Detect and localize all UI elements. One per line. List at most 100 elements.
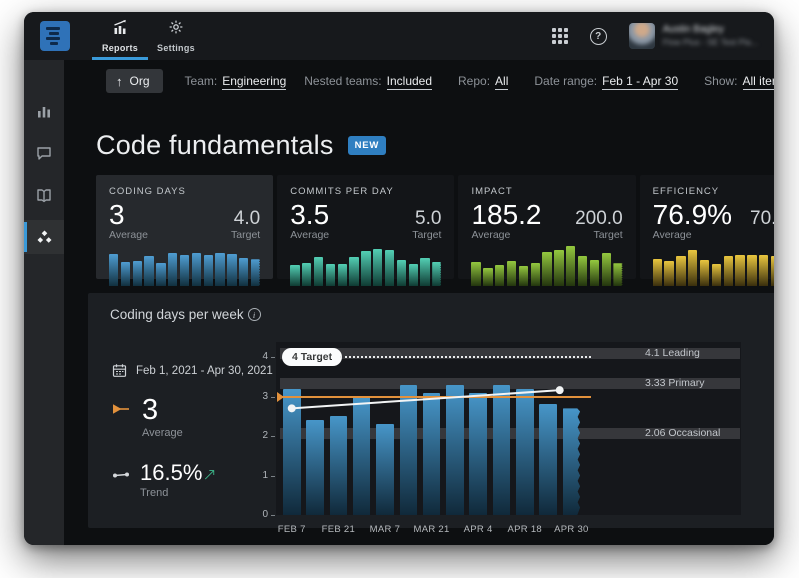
target-dotted-line	[340, 356, 591, 358]
info-icon[interactable]: i	[248, 308, 261, 321]
spark-bar	[338, 264, 347, 286]
filter-nested-value[interactable]: Included	[387, 74, 432, 90]
chart-average-label: Average	[142, 427, 183, 439]
spark-bar	[676, 256, 685, 286]
sidebar-item-docs[interactable]	[24, 178, 64, 212]
bar-chart-icon	[36, 103, 52, 119]
spark-bar	[397, 260, 406, 286]
spark-bar	[314, 257, 323, 286]
average-line	[280, 396, 591, 398]
card-target-value: 5.0	[415, 208, 441, 230]
threshold-band-label: 3.33 Primary	[645, 378, 705, 389]
x-axis-label: APR 4	[464, 524, 493, 535]
filter-date-label: Date range:	[534, 74, 597, 88]
chart-bar[interactable]	[283, 389, 301, 515]
x-axis-label: MAR 7	[370, 524, 401, 535]
tab-reports[interactable]: Reports	[92, 12, 148, 60]
metric-card-impact[interactable]: IMPACT 185.2200.0 AverageTarget	[458, 175, 635, 279]
apps-grid-icon[interactable]	[552, 28, 568, 44]
user-menu[interactable]: Austin Bagley Flow Plus - SE Test Pla...	[629, 23, 758, 49]
x-axis-label: FEB 7	[278, 524, 306, 535]
metric-card-commits-per-day[interactable]: COMMITS PER DAY 3.55.0 AverageTarget	[277, 175, 454, 279]
chart-average-block: 3 Average	[112, 395, 183, 439]
metric-card-efficiency[interactable]: EFFICIENCY 76.9%70.0% AverageTarget	[640, 175, 774, 279]
spark-bar	[602, 253, 611, 286]
filter-show-value[interactable]: All items shown	[743, 74, 774, 90]
spark-bar	[302, 263, 311, 286]
filter-show: Show: All items shown	[704, 74, 774, 88]
spark-bar	[507, 261, 516, 286]
flow-logo[interactable]	[40, 21, 70, 51]
filter-nested-teams: Nested teams: Included	[304, 74, 432, 88]
chart-bar[interactable]	[469, 393, 487, 515]
spark-bar	[361, 251, 370, 286]
chart-bar[interactable]	[353, 397, 371, 516]
average-line-marker	[277, 392, 284, 402]
trend-up-arrow: ↗	[202, 465, 216, 484]
main-content: ↑ Org Team:Engineering Nested teams: Incl…	[64, 60, 774, 545]
spark-bar	[251, 259, 260, 286]
top-bar: Reports Settings ? Austin Bagley Flow Pl…	[24, 12, 774, 60]
tab-settings[interactable]: Settings	[148, 12, 204, 60]
card-title: EFFICIENCY	[653, 186, 774, 197]
sparkline-efficiency	[653, 246, 774, 286]
filter-team: Team:Engineering	[185, 74, 287, 88]
y-axis-tick	[271, 476, 275, 477]
chart-bar[interactable]	[376, 424, 394, 515]
y-axis-tick	[271, 515, 275, 516]
header-actions: ? Austin Bagley Flow Plus - SE Test Pla.…	[552, 23, 758, 49]
threshold-band-label: 2.06 Occasional	[645, 428, 720, 439]
app-window: Reports Settings ? Austin Bagley Flow Pl…	[24, 12, 774, 545]
card-target-label: Target	[412, 229, 441, 241]
spark-bar	[542, 252, 551, 286]
chart-bar[interactable]	[306, 420, 324, 515]
card-average-value: 185.2	[471, 199, 541, 231]
spark-bar	[180, 255, 189, 286]
gear-icon	[168, 19, 184, 40]
spark-bar	[349, 257, 358, 286]
filter-date-range: Date range: Feb 1 - Apr 30	[534, 74, 678, 88]
help-icon[interactable]: ?	[590, 28, 607, 45]
card-average-label: Average	[471, 229, 510, 241]
spark-bar	[747, 255, 756, 286]
chart-bar[interactable]	[330, 416, 348, 515]
filter-bar: ↑ Org Team:Engineering Nested teams: Incl…	[64, 60, 774, 102]
book-icon	[36, 187, 52, 203]
user-meta: Austin Bagley Flow Plus - SE Test Pla...	[663, 24, 758, 47]
card-average-label: Average	[290, 229, 329, 241]
card-target-label: Target	[593, 229, 622, 241]
filter-repo-value[interactable]: All	[495, 74, 508, 90]
chart-bar[interactable]	[539, 404, 557, 515]
page-title: Code fundamentals	[96, 130, 334, 161]
chart-bar[interactable]	[400, 385, 418, 515]
org-scope-button[interactable]: ↑ Org	[106, 69, 163, 93]
spark-bar	[133, 261, 142, 286]
chart-bar[interactable]	[563, 408, 581, 515]
spark-bar	[578, 256, 587, 286]
filter-nested-label: Nested teams:	[304, 74, 381, 88]
left-icon-rail	[24, 60, 64, 545]
sidebar-item-discussions[interactable]	[24, 136, 64, 170]
card-title: IMPACT	[471, 186, 622, 197]
x-axis-label: FEB 21	[322, 524, 355, 535]
metric-card-coding-days[interactable]: CODING DAYS 34.0 AverageTarget	[96, 175, 273, 279]
filter-team-value[interactable]: Engineering	[222, 74, 286, 90]
card-average-label: Average	[653, 229, 692, 241]
spark-bar	[519, 266, 528, 286]
chart-bar[interactable]	[493, 385, 511, 515]
main-nav-tabs: Reports Settings	[92, 12, 204, 60]
chart-bar[interactable]	[516, 389, 534, 515]
sidebar-item-code-fundamentals[interactable]	[24, 220, 64, 254]
card-average-value: 3	[109, 199, 125, 231]
sidebar-item-reports[interactable]	[24, 94, 64, 128]
chart-bar[interactable]	[446, 385, 464, 515]
chart-bar[interactable]	[423, 393, 441, 515]
metric-cards-row: CODING DAYS 34.0 AverageTarget COMMITS P…	[96, 175, 774, 279]
reports-chart-icon	[112, 19, 128, 40]
filter-date-value[interactable]: Feb 1 - Apr 30	[602, 74, 678, 90]
filter-show-label: Show:	[704, 74, 737, 88]
spark-bar	[495, 265, 504, 286]
spark-bar	[554, 250, 563, 286]
spark-bar	[156, 263, 165, 286]
panel-title-row: Coding days per week i	[110, 307, 261, 322]
